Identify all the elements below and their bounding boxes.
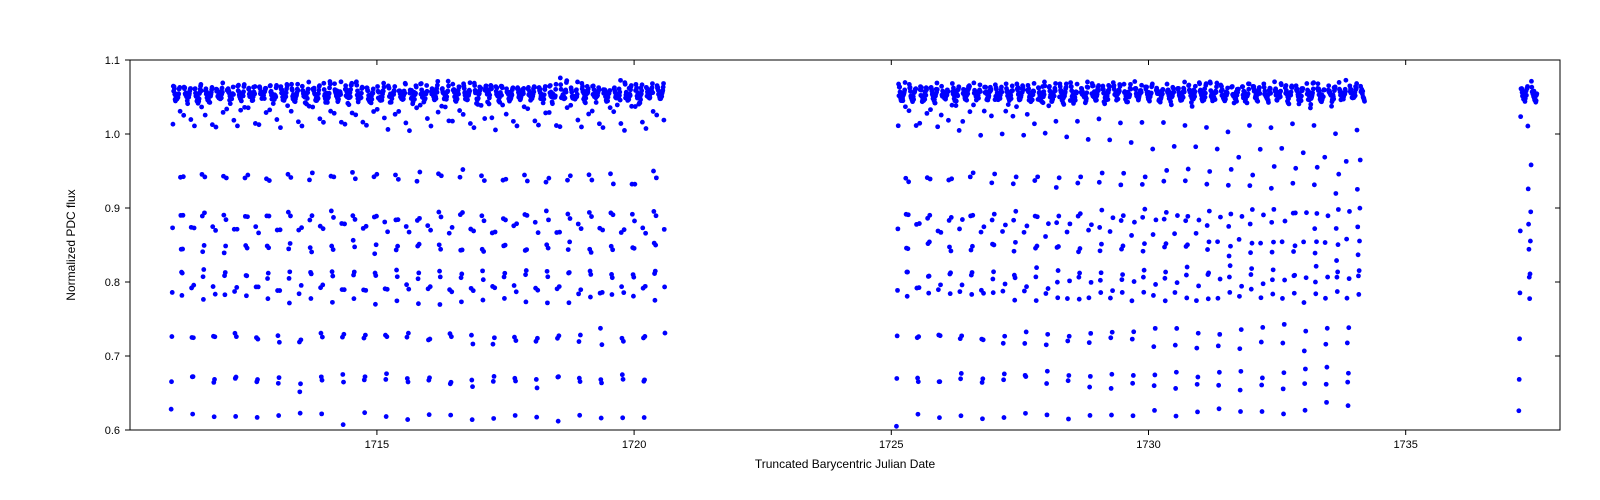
y-axis-label: Normalized PDC flux [64, 189, 78, 300]
ytick-label: 0.6 [105, 425, 120, 437]
xtick-label: 1735 [1393, 439, 1417, 451]
xtick-label: 1730 [1136, 439, 1160, 451]
lightcurve-chart: 1715 1720 1725 1730 1735 0.6 0.7 0.8 0.9 1.0 1.1 Tr… [0, 0, 1600, 500]
xtick-label: 1720 [622, 439, 646, 451]
chart-svg: 1715 1720 1725 1730 1735 0.6 0.7 0.8 0.9 1.0 1.1 Tr… [0, 0, 1600, 500]
xtick-label: 1725 [879, 439, 903, 451]
ytick-label: 0.9 [105, 203, 120, 215]
ytick-label: 0.7 [105, 351, 120, 363]
ytick-label: 1.0 [105, 129, 120, 141]
data-points-group [169, 76, 1540, 429]
xtick-label: 1715 [365, 439, 389, 451]
ytick-label: 0.8 [105, 277, 120, 289]
x-axis-label: Truncated Barycentric Julian Date [755, 457, 936, 471]
ytick-label: 1.1 [105, 55, 120, 67]
